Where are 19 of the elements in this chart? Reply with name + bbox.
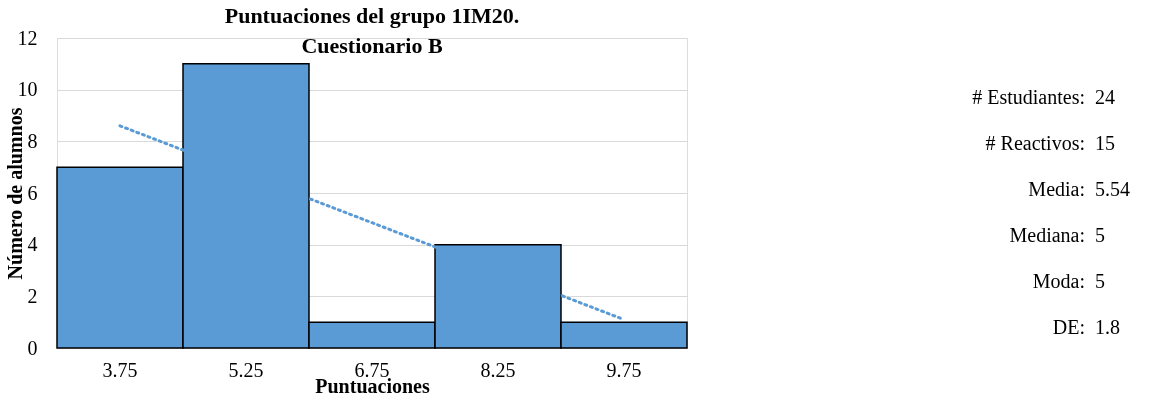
y-tick-label: 4	[27, 233, 38, 256]
y-tick-label: 10	[17, 78, 38, 101]
text: # Reactivos: 15	[985, 132, 1115, 154]
chart-title: Puntuaciones del grupo 1IM20. Cuestionario B	[224, 3, 520, 58]
y-tick-label: 2	[27, 284, 38, 307]
y-axis-title: Número de alumnos	[3, 107, 26, 280]
y-tick-label: 12	[17, 26, 38, 49]
text: DE: 1.8	[1052, 316, 1120, 338]
y-tick-label: 8	[27, 129, 38, 152]
y-tick-label: 6	[27, 181, 38, 204]
text: Media: 5.54	[1028, 178, 1130, 200]
text: # Estudiantes: 24	[972, 86, 1115, 108]
text: Moda: 5	[1032, 270, 1105, 292]
text: Mediana: 5	[1009, 224, 1105, 246]
x-tick-label: 9.75	[606, 358, 642, 381]
x-tick-label: 5.25	[228, 358, 264, 381]
x-tick-label: 8.25	[480, 358, 516, 381]
x-tick-label: 3.75	[102, 358, 138, 381]
y-tick-label: 0	[27, 336, 38, 359]
